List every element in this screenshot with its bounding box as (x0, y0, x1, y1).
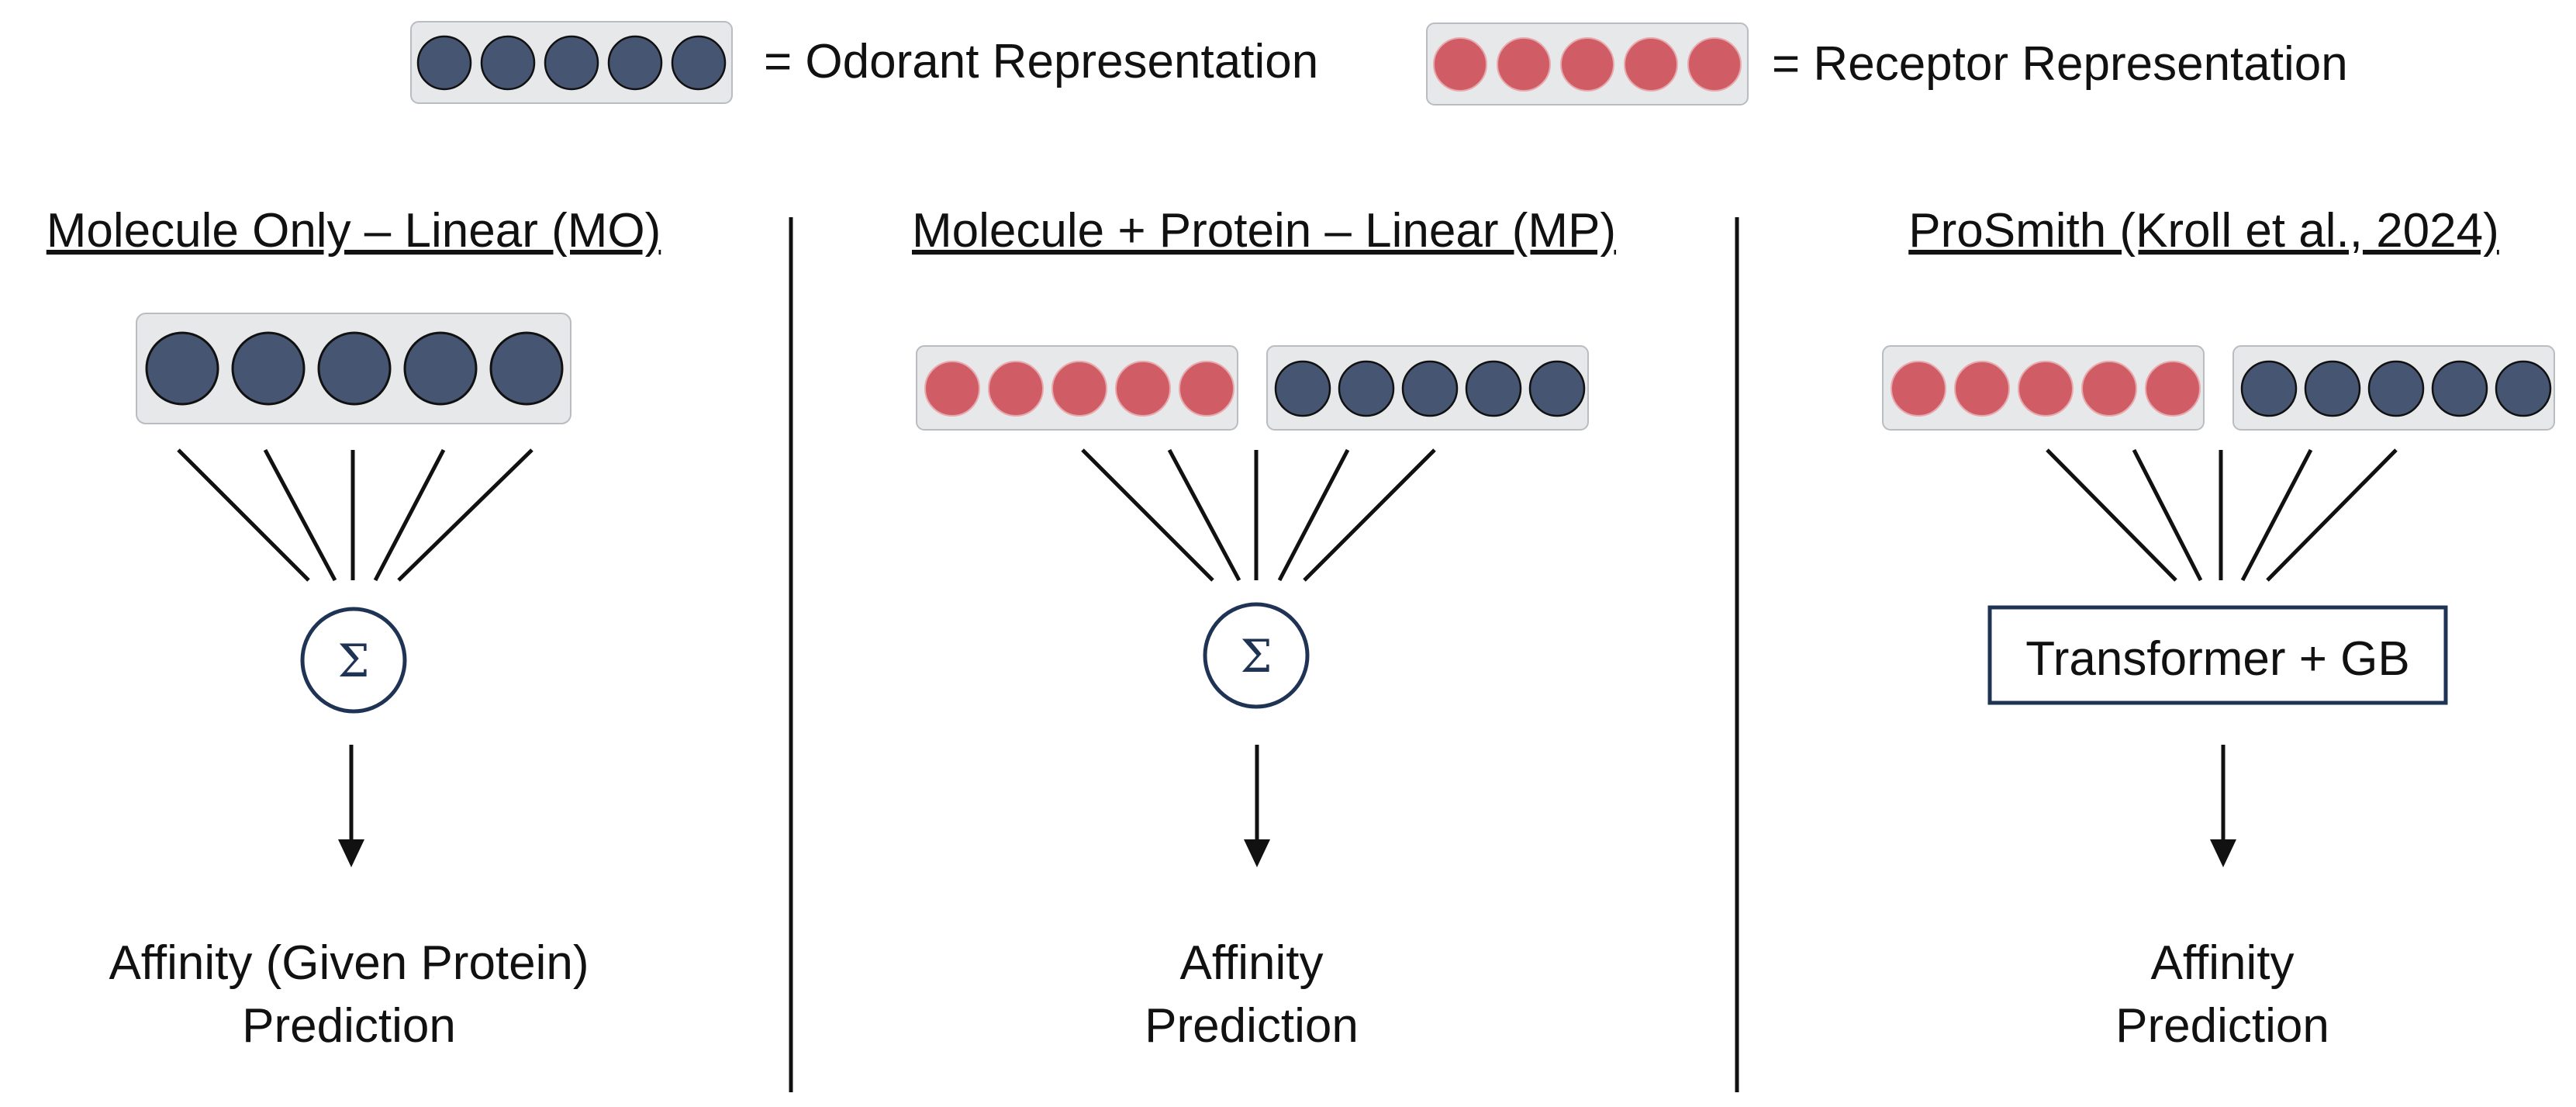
odorant-element (607, 35, 663, 91)
receptor-element (1433, 37, 1487, 92)
output-arrow (1244, 745, 1270, 867)
receptor-element (2018, 361, 2074, 417)
receptor-element (1954, 361, 2010, 417)
sum-node: Σ (1203, 602, 1310, 709)
transformer-gb-box: Transformer + GB (1987, 605, 2448, 705)
odorant-element (671, 35, 727, 91)
odorant-element (544, 35, 599, 91)
odorant-element (1274, 360, 1331, 417)
panel-prosmith: ProSmith (Kroll et al., 2024) (1882, 204, 2555, 1053)
odorant-vector (2232, 345, 2555, 431)
odorant-element (2240, 360, 2298, 417)
receptor-element (2145, 361, 2201, 417)
receptor-vector (1882, 345, 2205, 431)
aggregator-label: Transformer + GB (2025, 632, 2410, 686)
odorant-element (2367, 360, 2425, 417)
odorant-element (1528, 360, 1586, 417)
panel-title: Molecule + Protein – Linear (MP) (912, 204, 1616, 258)
receptor-element (924, 361, 980, 417)
input-connections (2046, 448, 2398, 582)
odorant-element (403, 331, 478, 406)
odorant-element (2431, 360, 2488, 417)
odorant-element (1465, 360, 1522, 417)
odorant-vector (136, 313, 571, 424)
odorant-vector (1266, 345, 1589, 431)
input-connections (1081, 448, 1436, 582)
panel-title: ProSmith (Kroll et al., 2024) (1908, 204, 2499, 258)
odorant-element (2495, 360, 2552, 417)
odorant-element (145, 331, 219, 406)
legend: = Odorant Representation = Receptor Repr… (410, 21, 2348, 106)
receptor-element (1624, 37, 1678, 92)
sigma-icon: Σ (1240, 630, 1272, 683)
sigma-icon: Σ (337, 635, 369, 687)
output-arrow (338, 745, 364, 867)
odorant-element (2304, 360, 2361, 417)
output-label: Prediction (1145, 999, 1359, 1053)
receptor-vector (916, 345, 1238, 431)
odorant-element (1401, 360, 1459, 417)
legend-odorant-key (410, 21, 733, 104)
receptor-element (2081, 361, 2137, 417)
output-label: Affinity (Given Protein) (109, 936, 589, 990)
receptor-element (1687, 37, 1742, 92)
panel-title: Molecule Only – Linear (MO) (47, 204, 661, 258)
sum-node: Σ (300, 607, 407, 714)
input-connections (177, 448, 534, 582)
legend-receptor-label: = Receptor Representation (1772, 37, 2348, 91)
odorant-element (231, 331, 306, 406)
panel-molecule-protein: Molecule + Protein – Linear (MP) (912, 204, 1616, 1053)
odorant-element (317, 331, 392, 406)
receptor-element (988, 361, 1044, 417)
receptor-element (1179, 361, 1234, 417)
legend-odorant-label: = Odorant Representation (764, 35, 1318, 88)
odorant-element (416, 35, 472, 91)
output-label: Prediction (242, 999, 456, 1053)
receptor-element (1497, 37, 1551, 92)
output-arrow (2210, 745, 2236, 867)
receptor-element (1560, 37, 1614, 92)
panel-molecule-only: Molecule Only – Linear (MO) Σ Affinity (… (47, 204, 661, 1053)
odorant-element (1338, 360, 1395, 417)
odorant-element (480, 35, 536, 91)
receptor-element (1115, 361, 1171, 417)
receptor-element (1891, 361, 1946, 417)
legend-receptor-key (1426, 22, 1749, 106)
receptor-element (1051, 361, 1107, 417)
odorant-element (489, 331, 564, 406)
output-label: Prediction (2115, 999, 2329, 1053)
output-label: Affinity (2151, 936, 2295, 990)
output-label: Affinity (1180, 936, 1324, 990)
